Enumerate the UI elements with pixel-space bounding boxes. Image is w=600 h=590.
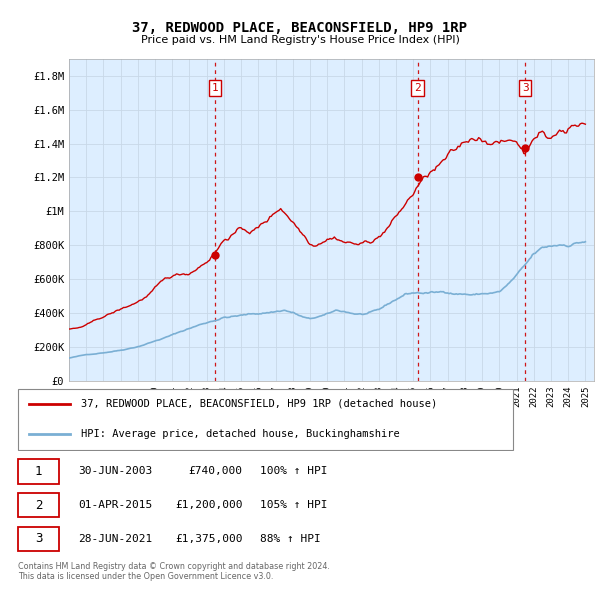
Text: 37, REDWOOD PLACE, BEACONSFIELD, HP9 1RP (detached house): 37, REDWOOD PLACE, BEACONSFIELD, HP9 1RP… bbox=[81, 399, 437, 408]
Text: 1: 1 bbox=[212, 83, 218, 93]
Text: 2: 2 bbox=[414, 83, 421, 93]
Text: 88% ↑ HPI: 88% ↑ HPI bbox=[260, 533, 320, 543]
Text: £740,000: £740,000 bbox=[188, 467, 242, 477]
Text: 3: 3 bbox=[35, 532, 42, 545]
FancyBboxPatch shape bbox=[18, 493, 59, 517]
Text: 28-JUN-2021: 28-JUN-2021 bbox=[78, 533, 152, 543]
Text: £1,200,000: £1,200,000 bbox=[175, 500, 242, 510]
Text: This data is licensed under the Open Government Licence v3.0.: This data is licensed under the Open Gov… bbox=[18, 572, 274, 581]
Text: 105% ↑ HPI: 105% ↑ HPI bbox=[260, 500, 327, 510]
Text: 3: 3 bbox=[522, 83, 529, 93]
Text: 1: 1 bbox=[35, 465, 42, 478]
FancyBboxPatch shape bbox=[18, 389, 513, 450]
Text: Contains HM Land Registry data © Crown copyright and database right 2024.: Contains HM Land Registry data © Crown c… bbox=[18, 562, 330, 571]
FancyBboxPatch shape bbox=[18, 526, 59, 550]
FancyBboxPatch shape bbox=[18, 460, 59, 484]
Text: 30-JUN-2003: 30-JUN-2003 bbox=[78, 467, 152, 477]
Text: HPI: Average price, detached house, Buckinghamshire: HPI: Average price, detached house, Buck… bbox=[81, 428, 400, 438]
Text: 2: 2 bbox=[35, 499, 42, 512]
Text: 37, REDWOOD PLACE, BEACONSFIELD, HP9 1RP: 37, REDWOOD PLACE, BEACONSFIELD, HP9 1RP bbox=[133, 21, 467, 35]
Text: 100% ↑ HPI: 100% ↑ HPI bbox=[260, 467, 327, 477]
Text: 01-APR-2015: 01-APR-2015 bbox=[78, 500, 152, 510]
Text: £1,375,000: £1,375,000 bbox=[175, 533, 242, 543]
Text: Price paid vs. HM Land Registry's House Price Index (HPI): Price paid vs. HM Land Registry's House … bbox=[140, 35, 460, 45]
